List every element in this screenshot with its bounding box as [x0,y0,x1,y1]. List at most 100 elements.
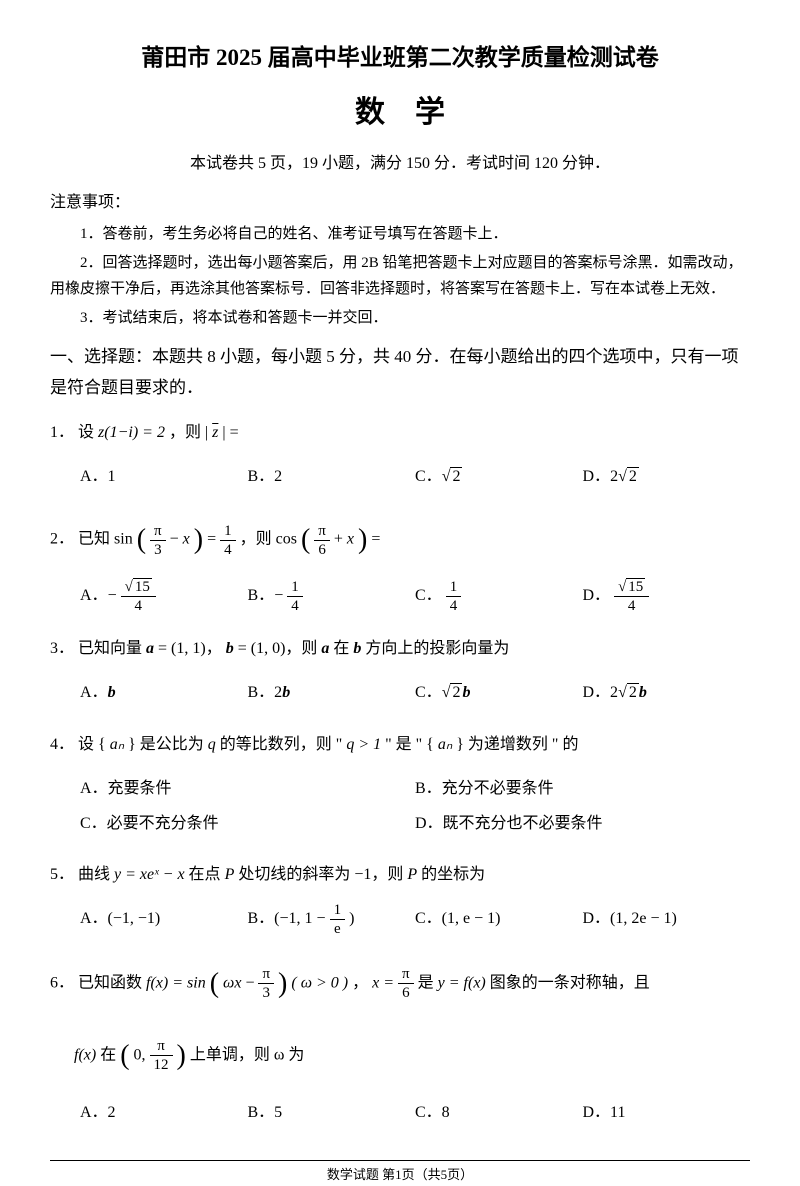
q3-a2: a [321,640,329,657]
q6-line2: f(x) 在 ( 0, π12 ) 上单调，则 ω 为 [50,1022,750,1089]
q2-x2: x [347,531,354,548]
q6-fx: f(x) = sin [146,975,206,992]
q1-c-label: C． [415,468,442,485]
q3-bval: = (1, 0)，则 [238,640,322,657]
question-6: 6． 已知函数 f(x) = sin ( ωx − π3 ) ( ω > 0 )… [50,956,750,1130]
q2-option-c: C． 14 [415,578,583,615]
q6-l2post: 上单调，则 ω 为 [190,1046,305,1063]
q1-option-c: C．√2 [415,459,583,494]
q4-mid1: } 是公比为 [128,736,208,753]
question-4: 4． 设 { aₙ } 是公比为 q 的等比数列，则 " q > 1 " 是 "… [50,729,750,841]
q5-option-a: A．(−1, −1) [80,901,248,938]
q3-mid: 在 [333,640,353,657]
q1-num: 1． [50,424,74,441]
q2-b-neg: − [274,588,283,605]
q2-frac2: 14 [220,522,236,559]
q2-d-label: D． [583,588,611,605]
q4-stem: 4． 设 { aₙ } 是公比为 q 的等比数列，则 " q > 1 " 是 "… [50,729,750,761]
q2-x1: x [183,531,190,548]
q3-stem: 3． 已知向量 a = (1, 1)， b = (1, 0)，则 a 在 b 方… [50,633,750,665]
question-5: 5． 曲线 y = xeˣ − x 在点 P 处切线的斜率为 −1，则 P 的坐… [50,859,750,938]
q6-num: 6． [50,975,74,992]
q6-l2pre: f(x) [74,1046,96,1063]
q5-post: 的坐标为 [421,866,485,883]
q4-qcond: q > 1 [346,736,381,753]
q5-option-b: B．(−1, 1 − 1e ) [248,901,416,938]
q1-pre: 设 [78,424,98,441]
q3-num: 3． [50,640,74,657]
q1-option-d: D．2√2 [583,459,751,494]
q2-plus: + [334,531,347,548]
q1-options: A．1 B．2 C．√2 D．2√2 [50,459,750,494]
q6-minus: − [245,975,258,992]
q3-option-b: B．2b [248,675,416,710]
q4-options: A．充要条件 B．充分不必要条件 C．必要不充分条件 D．既不充分也不必要条件 [50,771,750,841]
q4-pre: 设 { [78,736,106,753]
q2-option-d: D． √154 [583,578,751,615]
q2-c-label: C． [415,588,442,605]
q1-d-pre: 2 [610,468,618,485]
q4-num: 4． [50,736,74,753]
q4-option-b: B．充分不必要条件 [415,771,750,806]
question-2: 2． 已知 sin ( π3 − x ) = 14 ，则 cos ( π6 + … [50,512,750,615]
exam-title: 莆田市 2025 届高中毕业班第二次教学质量检测试卷 [50,40,750,77]
q3-b: b [226,640,234,657]
q6-stem: 6． 已知函数 f(x) = sin ( ωx − π3 ) ( ω > 0 )… [50,956,750,1012]
q2-stem: 2． 已知 sin ( π3 − x ) = 14 ，则 cos ( π6 + … [50,512,750,568]
q6-omega: ωx [223,975,241,992]
q6-xeq: x = [372,975,398,992]
q6-mid3: 图象的一条对称轴，且 [490,975,650,992]
q1-mid: ，则 | [169,424,212,441]
q6-option-b: B．5 [248,1095,416,1130]
q5-stem: 5． 曲线 y = xeˣ − x 在点 P 处切线的斜率为 −1，则 P 的坐… [50,859,750,891]
q4-mid3: " 是 " { [385,736,434,753]
q2-options: A．− √154 B．− 14 C． 14 D． √154 [50,578,750,615]
q3-option-c: C．√2b [415,675,583,710]
q3-a: a [146,640,154,657]
q2-eq: = [207,531,220,548]
notice-item-3: 3．考试结束后，将本试卷和答题卡一并交回． [50,306,750,332]
q3-b2: b [353,640,361,657]
q6-omegacond: ( ω > 0 ) [291,975,348,992]
q1-c-val: 2 [450,467,462,485]
q5-pre: 曲线 [78,866,114,883]
q5-mid: 在点 [189,866,225,883]
q4-an2: aₙ [438,736,452,753]
q6-options: A．2 B．5 C．8 D．11 [50,1095,750,1130]
q3-pre: 已知向量 [78,640,146,657]
q4-q: q [208,736,216,753]
q3-option-a: A．b [80,675,248,710]
q1-stem: 1． 设 z(1−i) = 2 ，则 | z | = [50,417,750,449]
q6-l2mid: 在 [100,1046,120,1063]
q6-yfx: y = f(x) [438,975,486,992]
q4-an1: aₙ [110,736,124,753]
q2-a-neg: − [108,588,117,605]
q3-post: 方向上的投影向量为 [365,640,509,657]
section-1-heading: 一、选择题：本题共 8 小题，每小题 5 分，共 40 分．在每小题给出的四个选… [50,342,750,403]
q3-options: A．b B．2b C．√2b D．2√2b [50,675,750,710]
q5-pt: P [225,866,235,883]
q5-option-c: C．(1, e − 1) [415,901,583,938]
q4-post: } 为递增数列 " 的 [456,736,578,753]
notice-heading: 注意事项： [50,190,750,216]
q1-d-val: 2 [627,467,639,485]
q5-mid2: 处切线的斜率为 −1，则 [238,866,407,883]
q4-option-a: A．充要条件 [80,771,415,806]
question-3: 3． 已知向量 a = (1, 1)， b = (1, 0)，则 a 在 b 方… [50,633,750,710]
q1-option-b: B．2 [248,459,416,494]
q2-mid1: − [170,531,183,548]
q4-mid2: 的等比数列，则 " [220,736,347,753]
q5-num: 5． [50,866,74,883]
q6-mid: ， [352,975,368,992]
q1-option-a: A．1 [80,459,248,494]
q2-a-label: A． [80,588,108,605]
q2-option-a: A．− √154 [80,578,248,615]
q5-options: A．(−1, −1) B．(−1, 1 − 1e ) C．(1, e − 1) … [50,901,750,938]
q2-mid2: ，则 cos [240,531,297,548]
q4-option-d: D．既不充分也不必要条件 [415,806,750,841]
q6-pre: 已知函数 [78,975,146,992]
q2-pre: 已知 sin [78,531,133,548]
q2-b-label: B． [248,588,275,605]
q2-num: 2． [50,531,74,548]
page-footer: 数学试题 第1页（共5页） [50,1160,750,1186]
